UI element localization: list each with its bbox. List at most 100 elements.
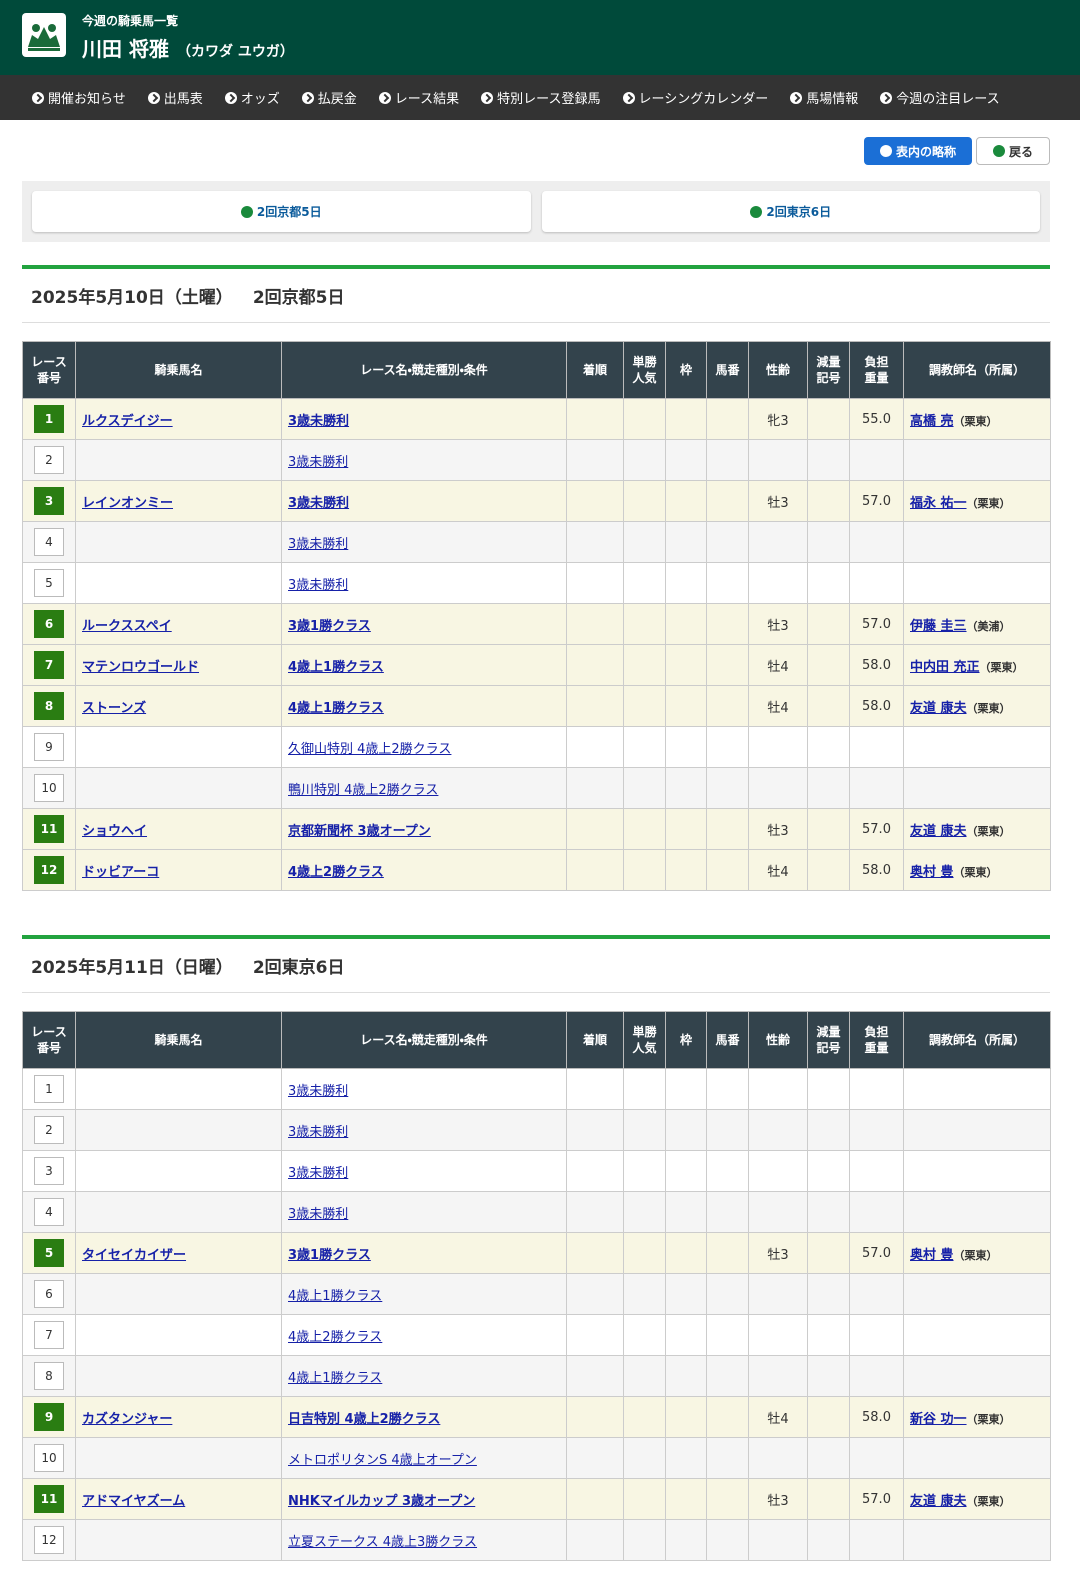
horse-link[interactable]: レインオンミー — [82, 495, 174, 511]
nav-item[interactable]: レーシングカレンダー — [622, 88, 768, 107]
horse-link[interactable]: ルークススペイ — [82, 618, 172, 634]
nav-item[interactable]: 今週の注目レース — [880, 88, 1000, 107]
header-text: 単勝 — [632, 355, 657, 369]
empty-cell — [623, 439, 666, 481]
race-link[interactable]: 3歳未勝利 — [288, 495, 350, 511]
empty-cell — [807, 1068, 850, 1110]
column-header: 減量 記号 — [807, 1011, 850, 1069]
horse-link[interactable]: タイセイカイザー — [82, 1247, 187, 1263]
empty-cell — [706, 521, 749, 563]
race-link[interactable]: 3歳未勝利 — [288, 536, 349, 552]
stable: （栗東） — [966, 701, 1011, 715]
race-link[interactable]: 3歳1勝クラス — [288, 618, 371, 634]
trainer-link[interactable]: 友道 康夫 — [910, 700, 967, 716]
race-link[interactable]: 4歳上1勝クラス — [288, 1370, 383, 1386]
column-header: 単勝 人気 — [623, 1011, 666, 1069]
race-link[interactable]: 4歳上1勝クラス — [288, 700, 384, 716]
empty-cell — [807, 1273, 850, 1315]
race-link[interactable]: 日吉特別 4歳上2勝クラス — [288, 1411, 441, 1427]
nav-item[interactable]: 馬場情報 — [790, 88, 858, 107]
horse-link[interactable]: ショウヘイ — [82, 823, 148, 839]
header-text: 重量 — [864, 371, 889, 385]
race-link[interactable]: 3歳未勝利 — [288, 454, 349, 470]
race-row: 8 4歳上1勝クラス — [22, 1355, 1051, 1397]
nav-item[interactable]: 出馬表 — [147, 88, 203, 107]
race-link[interactable]: 4歳上1勝クラス — [288, 659, 384, 675]
sex-age-cell: 牡3 — [748, 603, 808, 645]
trainer-link[interactable]: 新谷 功一 — [910, 1411, 967, 1427]
horse-link[interactable]: マテンロウゴールド — [82, 659, 200, 675]
race-number: 10 — [34, 774, 64, 802]
column-header: 性齢 — [748, 1011, 808, 1069]
nav-item[interactable]: オッズ — [224, 88, 280, 107]
header-text: 記号 — [816, 1041, 841, 1055]
race-number: 9 — [34, 1403, 64, 1431]
race-link[interactable]: 鴨川特別 4歳上2勝クラス — [288, 782, 439, 798]
trainer-link[interactable]: 福永 祐一 — [910, 495, 967, 511]
sex-age-cell — [748, 1519, 808, 1561]
race-no-cell: 3 — [22, 1150, 76, 1192]
horse-link[interactable]: カズタンジャー — [82, 1411, 173, 1427]
race-link[interactable]: 3歳未勝利 — [288, 1165, 349, 1181]
abbr-button[interactable]: 表内の略称 — [863, 137, 972, 165]
icon — [992, 145, 1005, 157]
nav-item[interactable]: レース結果 — [378, 88, 459, 107]
horse-link[interactable]: アドマイヤズーム — [82, 1493, 186, 1509]
race-link[interactable]: 久御山特別 4歳上2勝クラス — [288, 741, 452, 757]
empty-cell — [807, 1355, 850, 1397]
race-row: 2 3歳未勝利 — [22, 1109, 1051, 1151]
race-link[interactable]: 3歳未勝利 — [288, 1083, 349, 1099]
nav-item[interactable]: 特別レース登録馬 — [481, 88, 601, 107]
trainer-link[interactable]: 高橋 亮 — [910, 413, 954, 429]
trainer-link[interactable]: 奥村 豊 — [910, 1247, 954, 1263]
nav-item[interactable]: 払戻金 — [301, 88, 357, 107]
back-button[interactable]: 戻る — [975, 137, 1050, 165]
race-link[interactable]: 4歳上2勝クラス — [288, 1329, 383, 1345]
trainer-link[interactable]: 中内田 充正 — [910, 659, 980, 675]
horse-link[interactable]: ドッビアーコ — [82, 864, 160, 880]
race-link[interactable]: 京都新聞杯 3歳オープン — [288, 823, 431, 839]
weight-cell — [849, 562, 904, 604]
date: 2025年5月10日（土曜） — [31, 288, 233, 308]
race-link[interactable]: 3歳未勝利 — [288, 413, 350, 429]
horse-link[interactable]: ルクスデイジー — [82, 413, 173, 429]
horse-cell: ドッビアーコ — [75, 849, 282, 891]
horse-cell — [75, 1191, 282, 1233]
tab-icon — [240, 205, 253, 218]
horse-link[interactable]: ストーンズ — [82, 700, 147, 716]
meeting-tab[interactable]: 2回京都5日 — [32, 191, 531, 232]
sex-age: 牝3 — [767, 413, 789, 429]
meeting-tab[interactable]: 2回東京6日 — [541, 191, 1040, 232]
trainer-cell — [903, 1150, 1051, 1192]
sex-age: 牡4 — [767, 864, 789, 880]
race-link[interactable]: 3歳未勝利 — [288, 1124, 349, 1140]
trainer-link[interactable]: 友道 康夫 — [910, 823, 967, 839]
trainer-link[interactable]: 友道 康夫 — [910, 1493, 967, 1509]
nav-icon — [790, 91, 803, 104]
empty-cell — [566, 726, 624, 768]
column-header: 馬番 — [706, 1011, 749, 1069]
empty-cell — [566, 1437, 624, 1479]
empty-cell — [807, 1519, 850, 1561]
race-link[interactable]: NHKマイルカップ 3歳オープン — [288, 1493, 476, 1509]
trainer-link[interactable]: 奥村 豊 — [910, 864, 954, 880]
trainer-link[interactable]: 伊藤 圭三 — [910, 618, 967, 634]
trainer-cell — [903, 562, 1051, 604]
race-link[interactable]: 4歳上1勝クラス — [288, 1288, 383, 1304]
empty-cell — [623, 521, 666, 563]
header-text: レース — [31, 1025, 67, 1039]
race-link[interactable]: 3歳未勝利 — [288, 1206, 349, 1222]
race-link[interactable]: 3歳未勝利 — [288, 577, 349, 593]
weight: 58.0 — [862, 698, 891, 714]
header-row: レース 番号 騎乗馬名 レース名・競走種別・条件 着順 単勝 人気枠馬番 性齢 減量 記号 負担 重量… — [22, 1011, 1051, 1069]
empty-cell — [807, 1396, 850, 1438]
weight-cell — [849, 439, 904, 481]
race-number: 6 — [34, 1280, 64, 1308]
race-link[interactable]: メトロポリタンS 4歳上オープン — [288, 1452, 477, 1468]
nav-item[interactable]: 開催お知らせ — [32, 88, 126, 107]
stable: （栗東） — [979, 660, 1024, 674]
race-link[interactable]: 4歳上2勝クラス — [288, 864, 384, 880]
race-link[interactable]: 立夏ステークス 4歳上3勝クラス — [288, 1534, 478, 1550]
weight-cell: 58.0 — [849, 1396, 904, 1438]
race-link[interactable]: 3歳1勝クラス — [288, 1247, 371, 1263]
